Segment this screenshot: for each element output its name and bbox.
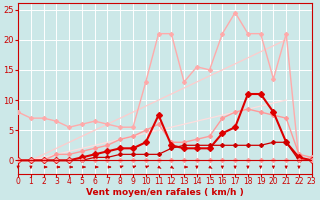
X-axis label: Vent moyen/en rafales ( km/h ): Vent moyen/en rafales ( km/h ) <box>86 188 244 197</box>
